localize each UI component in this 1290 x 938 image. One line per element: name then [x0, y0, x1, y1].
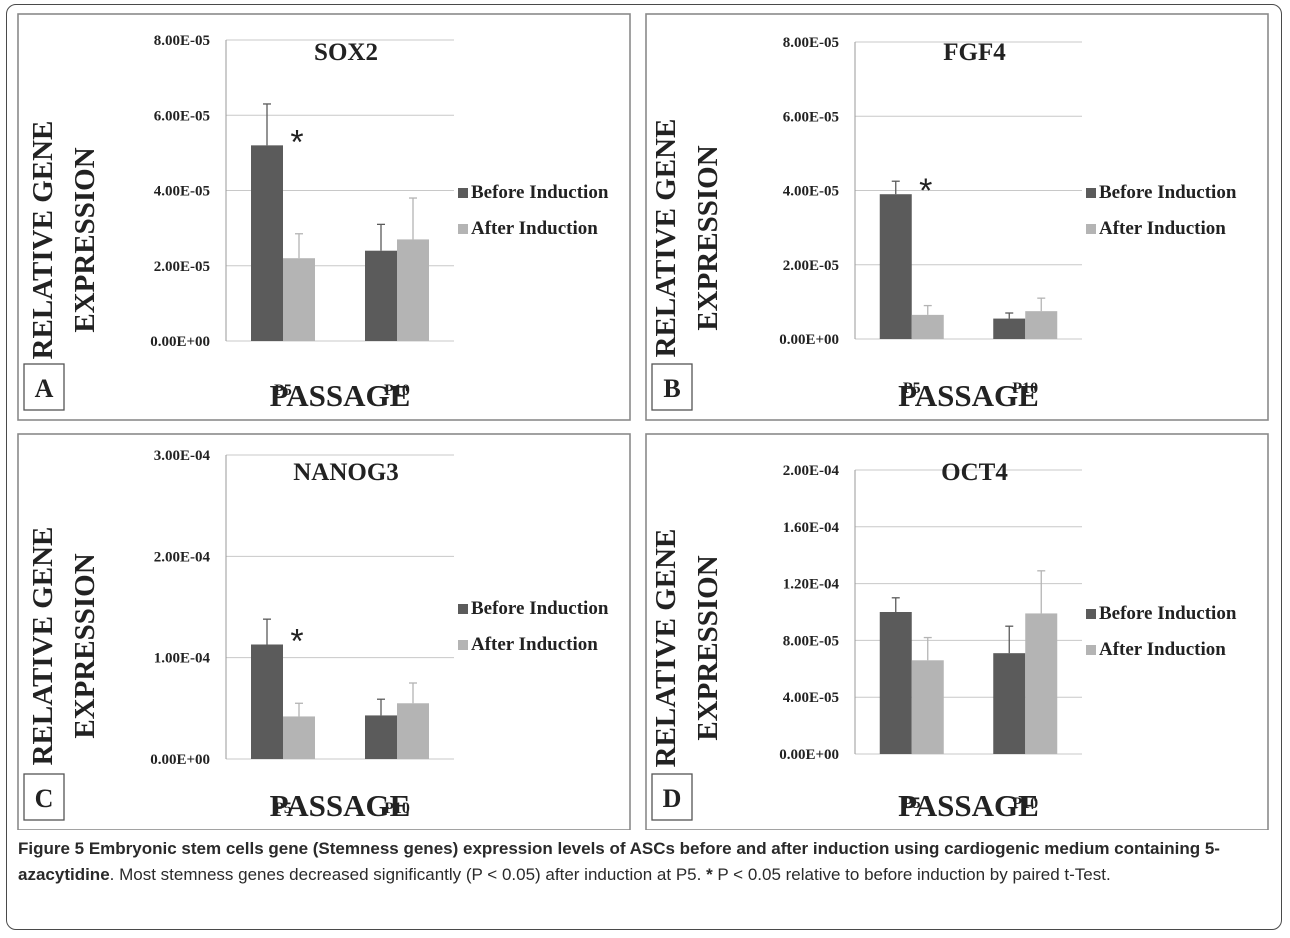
- panel-d-bar-after-p10: [1025, 613, 1058, 754]
- panel-d-bar-after-p5: [911, 660, 944, 754]
- panel-b-ytick-label: 0.00E+00: [779, 332, 839, 348]
- panel-b-xlabel: PASSAGE: [898, 378, 1039, 413]
- panel-b-legend-swatch-before: [1086, 188, 1096, 198]
- panel-a-letter-box: [23, 363, 65, 411]
- panel-c-bar-before-p5: [251, 644, 283, 759]
- panel-c-ytick-label: 3.00E-04: [154, 448, 211, 464]
- panel-b-ytick-label: 4.00E-05: [783, 184, 839, 200]
- panel-b-ytick-label: 8.00E-05: [783, 35, 839, 51]
- panel-c-legend-label-after: After Induction: [471, 634, 598, 655]
- panel-d-legend-swatch-after: [1086, 645, 1096, 655]
- caption-star: *: [706, 865, 713, 884]
- panel-a-ytick-label: 8.00E-05: [154, 33, 210, 49]
- panel-a-legend-swatch-after: [458, 224, 468, 234]
- panel-d-ytick-label: 1.60E-04: [783, 520, 840, 536]
- panel-c-title: NANOG3: [293, 459, 399, 486]
- panel-d-letter: D: [663, 784, 682, 813]
- panel-c-xtick-label: P5: [274, 800, 292, 817]
- panel-c-xlabel: PASSAGE: [270, 788, 411, 823]
- panel-c-border: [17, 433, 631, 830]
- panel-d-legend-label-before: Before Induction: [1099, 603, 1237, 624]
- panel-a-xlabel: PASSAGE: [270, 378, 411, 413]
- panel-b-bar-after-p10: [1025, 311, 1058, 339]
- panel-b-ytick-label: 6.00E-05: [783, 109, 839, 125]
- panel-c-bar-after-p10: [397, 703, 429, 759]
- panel-d-ytick-label: 1.20E-04: [783, 577, 840, 593]
- panel-b-xtick-label: P10: [1012, 380, 1038, 397]
- panel-d-ytick-label: 8.00E-05: [783, 633, 839, 649]
- panel-c-letter-box: [23, 773, 65, 821]
- figure-frame: [6, 4, 1282, 930]
- panel-b-xtick-label: P5: [903, 380, 921, 397]
- panel-d-letter-box: [651, 773, 693, 821]
- panel-a-ytick-label: 4.00E-05: [154, 184, 210, 200]
- panel-b-bar-after-p5: [911, 314, 944, 339]
- panel-d-ytick-label: 0.00E+00: [779, 747, 839, 763]
- panel-c-legend-label-before: Before Induction: [471, 598, 609, 619]
- panel-c-letter: C: [35, 784, 54, 813]
- panel-a-xtick-label: P10: [384, 382, 410, 399]
- panel-a-legend-label-after: After Induction: [471, 218, 598, 239]
- panel-a-bar-before-p5: [251, 145, 283, 341]
- panel-b-title: FGF4: [943, 39, 1006, 66]
- caption-body: . Most stemness genes decreased signific…: [109, 865, 707, 884]
- panel-d-bar-before-p5: [879, 612, 912, 754]
- panel-d-border: [645, 433, 1269, 830]
- panel-b-legend-swatch-after: [1086, 224, 1096, 234]
- panel-d-ytick-label: 2.00E-04: [783, 463, 840, 479]
- panel-b-bar-before-p5: [879, 194, 912, 339]
- caption-footnote: P < 0.05 relative to before induction by…: [712, 865, 1111, 884]
- panel-d-legend-swatch-before: [1086, 609, 1096, 619]
- panel-d-ylabel-line1: RELATIVE GENE: [650, 529, 682, 768]
- figure-caption: Figure 5 Embryonic stem cells gene (Stem…: [18, 836, 1270, 888]
- panel-a-legend-swatch-before: [458, 188, 468, 198]
- panel-a-ytick-label: 6.00E-05: [154, 108, 210, 124]
- panel-a-border: [17, 13, 631, 421]
- panel-c-ylabel-line1: RELATIVE GENE: [27, 527, 59, 766]
- panel-d-xlabel: PASSAGE: [898, 788, 1039, 823]
- panel-d-title: OCT4: [941, 459, 1008, 486]
- panel-a-title: SOX2: [314, 39, 378, 66]
- panel-b-legend-label-before: Before Induction: [1099, 182, 1237, 203]
- panel-a-bar-after-p5: [283, 258, 315, 341]
- panel-b-border: [645, 13, 1269, 421]
- panel-c-legend-swatch-before: [458, 604, 468, 614]
- caption-title: Figure 5 Embryonic stem cells gene (Stem…: [18, 839, 1220, 884]
- panel-a-ytick-label: 2.00E-05: [154, 259, 210, 275]
- panel-c-ytick-label: 1.00E-04: [154, 651, 211, 667]
- panel-b-legend-label-after: After Induction: [1099, 218, 1226, 239]
- panel-d-bar-before-p10: [993, 653, 1026, 754]
- panel-c-significance-mark: *: [290, 622, 303, 660]
- panel-b-ylabel-line2: EXPRESSION: [692, 145, 724, 330]
- panel-b-ytick-label: 2.00E-05: [783, 258, 839, 274]
- panel-a-ylabel-line2: EXPRESSION: [69, 147, 101, 332]
- panel-d-ylabel-line2: EXPRESSION: [692, 555, 724, 740]
- panel-b-bar-before-p10: [993, 318, 1026, 339]
- panel-c-ylabel-line2: EXPRESSION: [69, 553, 101, 738]
- panel-c-bar-after-p5: [283, 716, 315, 759]
- panel-c-ytick-label: 2.00E-04: [154, 549, 211, 565]
- panel-a-ylabel-line1: RELATIVE GENE: [27, 121, 59, 360]
- panel-a-bar-before-p10: [365, 250, 397, 341]
- panel-a-letter: A: [35, 374, 54, 403]
- panel-b-ylabel-line1: RELATIVE GENE: [650, 119, 682, 358]
- panel-a-xtick-label: P5: [274, 382, 292, 399]
- panel-c-ytick-label: 0.00E+00: [150, 752, 210, 768]
- panel-a-significance-mark: *: [290, 123, 303, 161]
- panel-d-ytick-label: 4.00E-05: [783, 690, 839, 706]
- panel-a-legend-label-before: Before Induction: [471, 182, 609, 203]
- panel-c-bar-before-p10: [365, 715, 397, 759]
- panel-d-legend-label-after: After Induction: [1099, 639, 1226, 660]
- figure-panels: 0.00E+00 2.00E-05 4.00E-05 6.00E-05 8.00E-05…: [17, 13, 1269, 830]
- panel-b-significance-mark: *: [919, 172, 932, 210]
- panel-a-ytick-label: 0.00E+00: [150, 334, 210, 350]
- panel-a-bar-after-p10: [397, 239, 429, 341]
- panel-b-letter: B: [663, 374, 680, 403]
- panel-c-legend-swatch-after: [458, 640, 468, 650]
- panel-d-xtick-label: P5: [903, 795, 921, 812]
- panel-c-xtick-label: P10: [384, 800, 410, 817]
- panel-d-xtick-label: P10: [1012, 795, 1038, 812]
- panel-b-letter-box: [651, 363, 693, 411]
